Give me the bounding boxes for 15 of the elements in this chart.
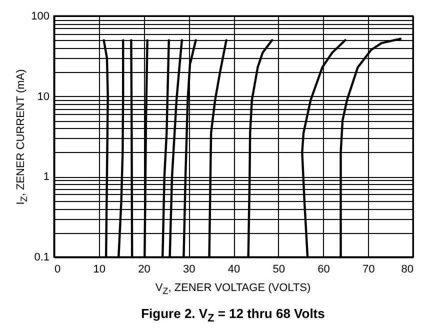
x-axis-title: V$_{Z}$, ZENER VOLTAGE (VOLTS) (155, 282, 311, 296)
x-tick-label: 50 (272, 264, 285, 276)
y-tick-label: 0.1 (34, 252, 50, 264)
x-tick-label: 0 (54, 264, 61, 276)
y-tick-label: 1 (43, 171, 50, 184)
x-tick-label: 10 (93, 264, 106, 276)
y-tick-label: 10 (37, 90, 50, 103)
x-tick-label: 60 (318, 264, 330, 276)
x-tick-label: 70 (362, 264, 375, 276)
x-tick-label: 40 (228, 264, 240, 276)
y-tick-label: 100 (31, 10, 50, 22)
text: Figure 2. V$_{Z}$ = 12 thru 68 Volts (141, 306, 325, 325)
x-tick-label: 80 (401, 264, 414, 276)
x-tick-label: 30 (183, 264, 196, 276)
x-tick-label: 20 (138, 264, 150, 276)
